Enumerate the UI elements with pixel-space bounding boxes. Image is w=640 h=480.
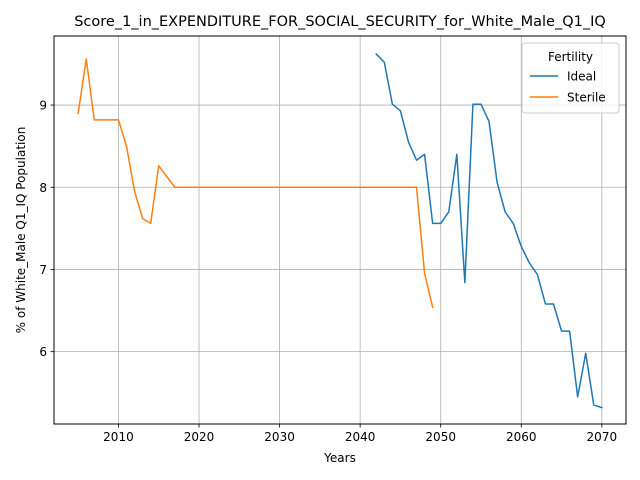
series-group <box>77 53 603 409</box>
x-tick-label: 2030 <box>264 430 295 444</box>
x-tick-label: 2040 <box>345 430 376 444</box>
x-tick-label: 2020 <box>184 430 215 444</box>
legend: Fertility Ideal Sterile <box>521 42 620 114</box>
series-line-sterile <box>77 58 434 309</box>
x-tick-label: 2070 <box>587 430 618 444</box>
y-tick-label: 6 <box>39 345 47 359</box>
legend-title: Fertility <box>548 50 593 64</box>
ticks: 2010 2020 2030 2040 2050 2060 2070 6 7 8 9 <box>39 99 617 444</box>
legend-label-sterile: Sterile <box>567 91 606 105</box>
x-tick-label: 2060 <box>506 430 537 444</box>
y-tick-label: 9 <box>39 99 47 113</box>
y-tick-label: 7 <box>39 263 47 277</box>
plot-frame <box>53 35 627 425</box>
chart-title: Score_1_in_EXPENDITURE_FOR_SOCIAL_SECURI… <box>74 14 606 30</box>
legend-label-ideal: Ideal <box>567 70 596 84</box>
y-axis-label: % of White_Male Q1_IQ Population <box>14 127 28 334</box>
y-tick-label: 8 <box>39 181 47 195</box>
x-tick-label: 2050 <box>425 430 456 444</box>
series-line-ideal <box>375 53 603 409</box>
legend-box <box>521 42 620 114</box>
x-tick-label: 2010 <box>103 430 134 444</box>
x-axis-label: Years <box>323 451 356 465</box>
